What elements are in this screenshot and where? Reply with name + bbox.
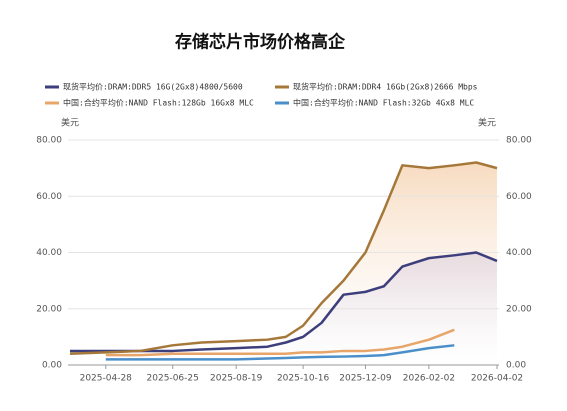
x-tick-label: 2026-04-02 [471, 374, 523, 384]
x-tick-label: 2025-08-19 [210, 374, 263, 384]
x-tick-label: 2025-12-09 [339, 374, 392, 384]
y2-tick-label: 60.00 [506, 192, 532, 202]
x-tick-label: 2025-10-16 [277, 374, 330, 384]
x-tick-label: 2026-02-02 [403, 374, 455, 384]
y-axis-label: 美元 [61, 117, 79, 129]
y-tick-label: 40.00 [36, 248, 62, 258]
legend-label: 中国:合约平均价:NAND Flash:32Gb 4Gx8 MLC [293, 98, 474, 108]
x-tick-label: 2025-04-28 [80, 374, 133, 384]
series-line [105, 344, 455, 361]
x-tick-label: 2025-06-25 [147, 374, 199, 384]
series-line [105, 328, 455, 357]
y-tick-label: 60.00 [36, 192, 62, 202]
series-area [70, 162, 497, 365]
y-tick-label: 20.00 [36, 304, 62, 314]
y-tick-label: 0.00 [42, 361, 62, 371]
y2-tick-label: 40.00 [506, 248, 532, 258]
chart-title: 存储芯片市场价格高企 [175, 32, 346, 53]
legend-label: 现货平均价:DRAM:DDR4 16Gb(2Gx8)2666 Mbps [293, 82, 478, 92]
y2-tick-label: 80.00 [506, 136, 532, 146]
y2-tick-label: 0.00 [506, 361, 526, 371]
y2-axis-label: 美元 [478, 117, 496, 129]
y2-tick-label: 20.00 [506, 304, 532, 314]
y-tick-label: 80.00 [36, 136, 62, 146]
series-line [70, 251, 498, 353]
legend-label: 中国:合约平均价:NAND Flash:128Gb 16Gx8 MLC [63, 98, 254, 108]
series-line [69, 161, 498, 355]
legend-label: 现货平均价:DRAM:DDR5 16G(2Gx8)4800/5600 [63, 82, 243, 92]
